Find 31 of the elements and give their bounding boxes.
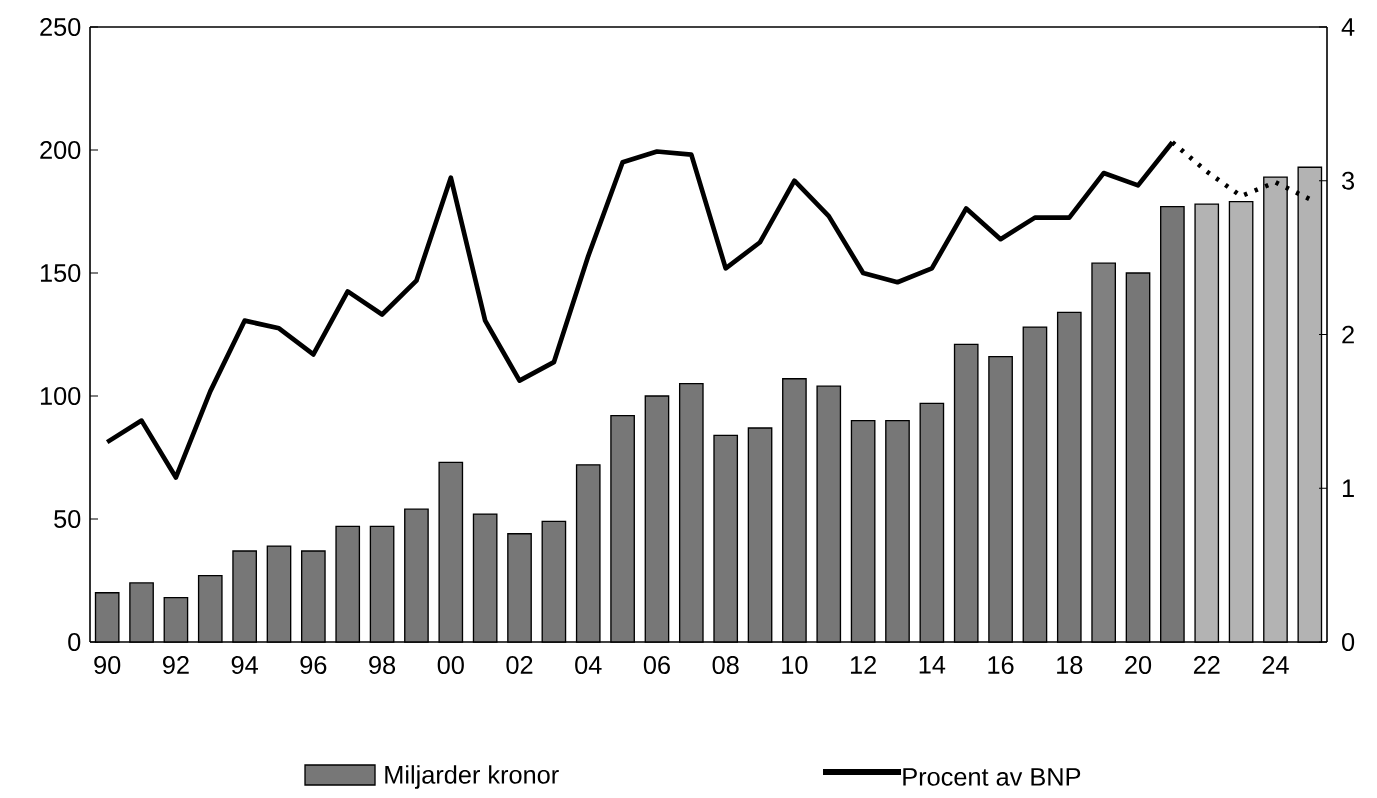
x-tick-label: 14 xyxy=(919,656,946,674)
y2-tick-label: 3 xyxy=(1342,171,1355,190)
y2-tick-label: 2 xyxy=(1342,325,1354,344)
x-tick-label: 04 xyxy=(575,656,602,674)
y-tick-label: 250 xyxy=(40,18,81,36)
x-tick-label: 06 xyxy=(643,656,670,674)
x-tick-label: 18 xyxy=(1057,656,1083,674)
y-tick-label: 0 xyxy=(68,633,81,651)
x-tick-label: 92 xyxy=(163,656,189,674)
y-tick-label: 150 xyxy=(40,264,81,282)
x-tick-label: 10 xyxy=(782,656,808,674)
legend-label: Miljarder kronor xyxy=(385,765,559,789)
x-tick-label: 02 xyxy=(506,656,533,674)
x-tick-label: 90 xyxy=(94,656,121,674)
y2-tick-label: 4 xyxy=(1341,18,1355,36)
y-tick-label: 100 xyxy=(40,387,81,405)
x-tick-label: 20 xyxy=(1125,656,1152,674)
legend-label: Procent av BNP xyxy=(903,768,1081,786)
y-tick-label: 200 xyxy=(40,141,81,159)
y2-tick-label: 0 xyxy=(1342,633,1355,651)
x-tick-label: 94 xyxy=(231,656,258,674)
x-tick-label: 98 xyxy=(369,656,396,674)
x-tick-label: 96 xyxy=(300,656,327,674)
x-tick-label: 22 xyxy=(1193,656,1220,674)
x-tick-label: 08 xyxy=(712,656,739,674)
x-tick-label: 16 xyxy=(988,656,1014,674)
x-tick-label: 24 xyxy=(1262,656,1289,674)
y-tick-label: 50 xyxy=(54,510,81,528)
x-tick-label: 12 xyxy=(850,656,876,674)
y2-tick-label: 1 xyxy=(1342,479,1354,497)
x-tick-label: 00 xyxy=(437,656,464,674)
